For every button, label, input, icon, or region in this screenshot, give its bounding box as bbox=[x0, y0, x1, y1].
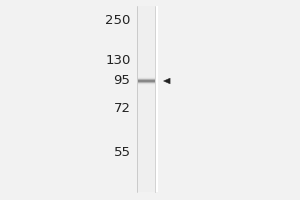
Polygon shape bbox=[164, 78, 170, 84]
Bar bbox=[138, 82, 155, 83]
Bar bbox=[138, 84, 155, 85]
Bar bbox=[136, 6, 158, 192]
Text: 250: 250 bbox=[105, 15, 130, 27]
Bar bbox=[138, 81, 155, 82]
Text: 72: 72 bbox=[113, 102, 130, 116]
Text: 95: 95 bbox=[114, 74, 130, 88]
Bar bbox=[138, 83, 155, 84]
Text: 55: 55 bbox=[113, 146, 130, 158]
Bar bbox=[138, 78, 155, 79]
Text: 130: 130 bbox=[105, 54, 130, 68]
Bar bbox=[137, 6, 155, 192]
Bar bbox=[138, 80, 155, 81]
Bar bbox=[138, 79, 155, 80]
Bar bbox=[138, 77, 155, 78]
